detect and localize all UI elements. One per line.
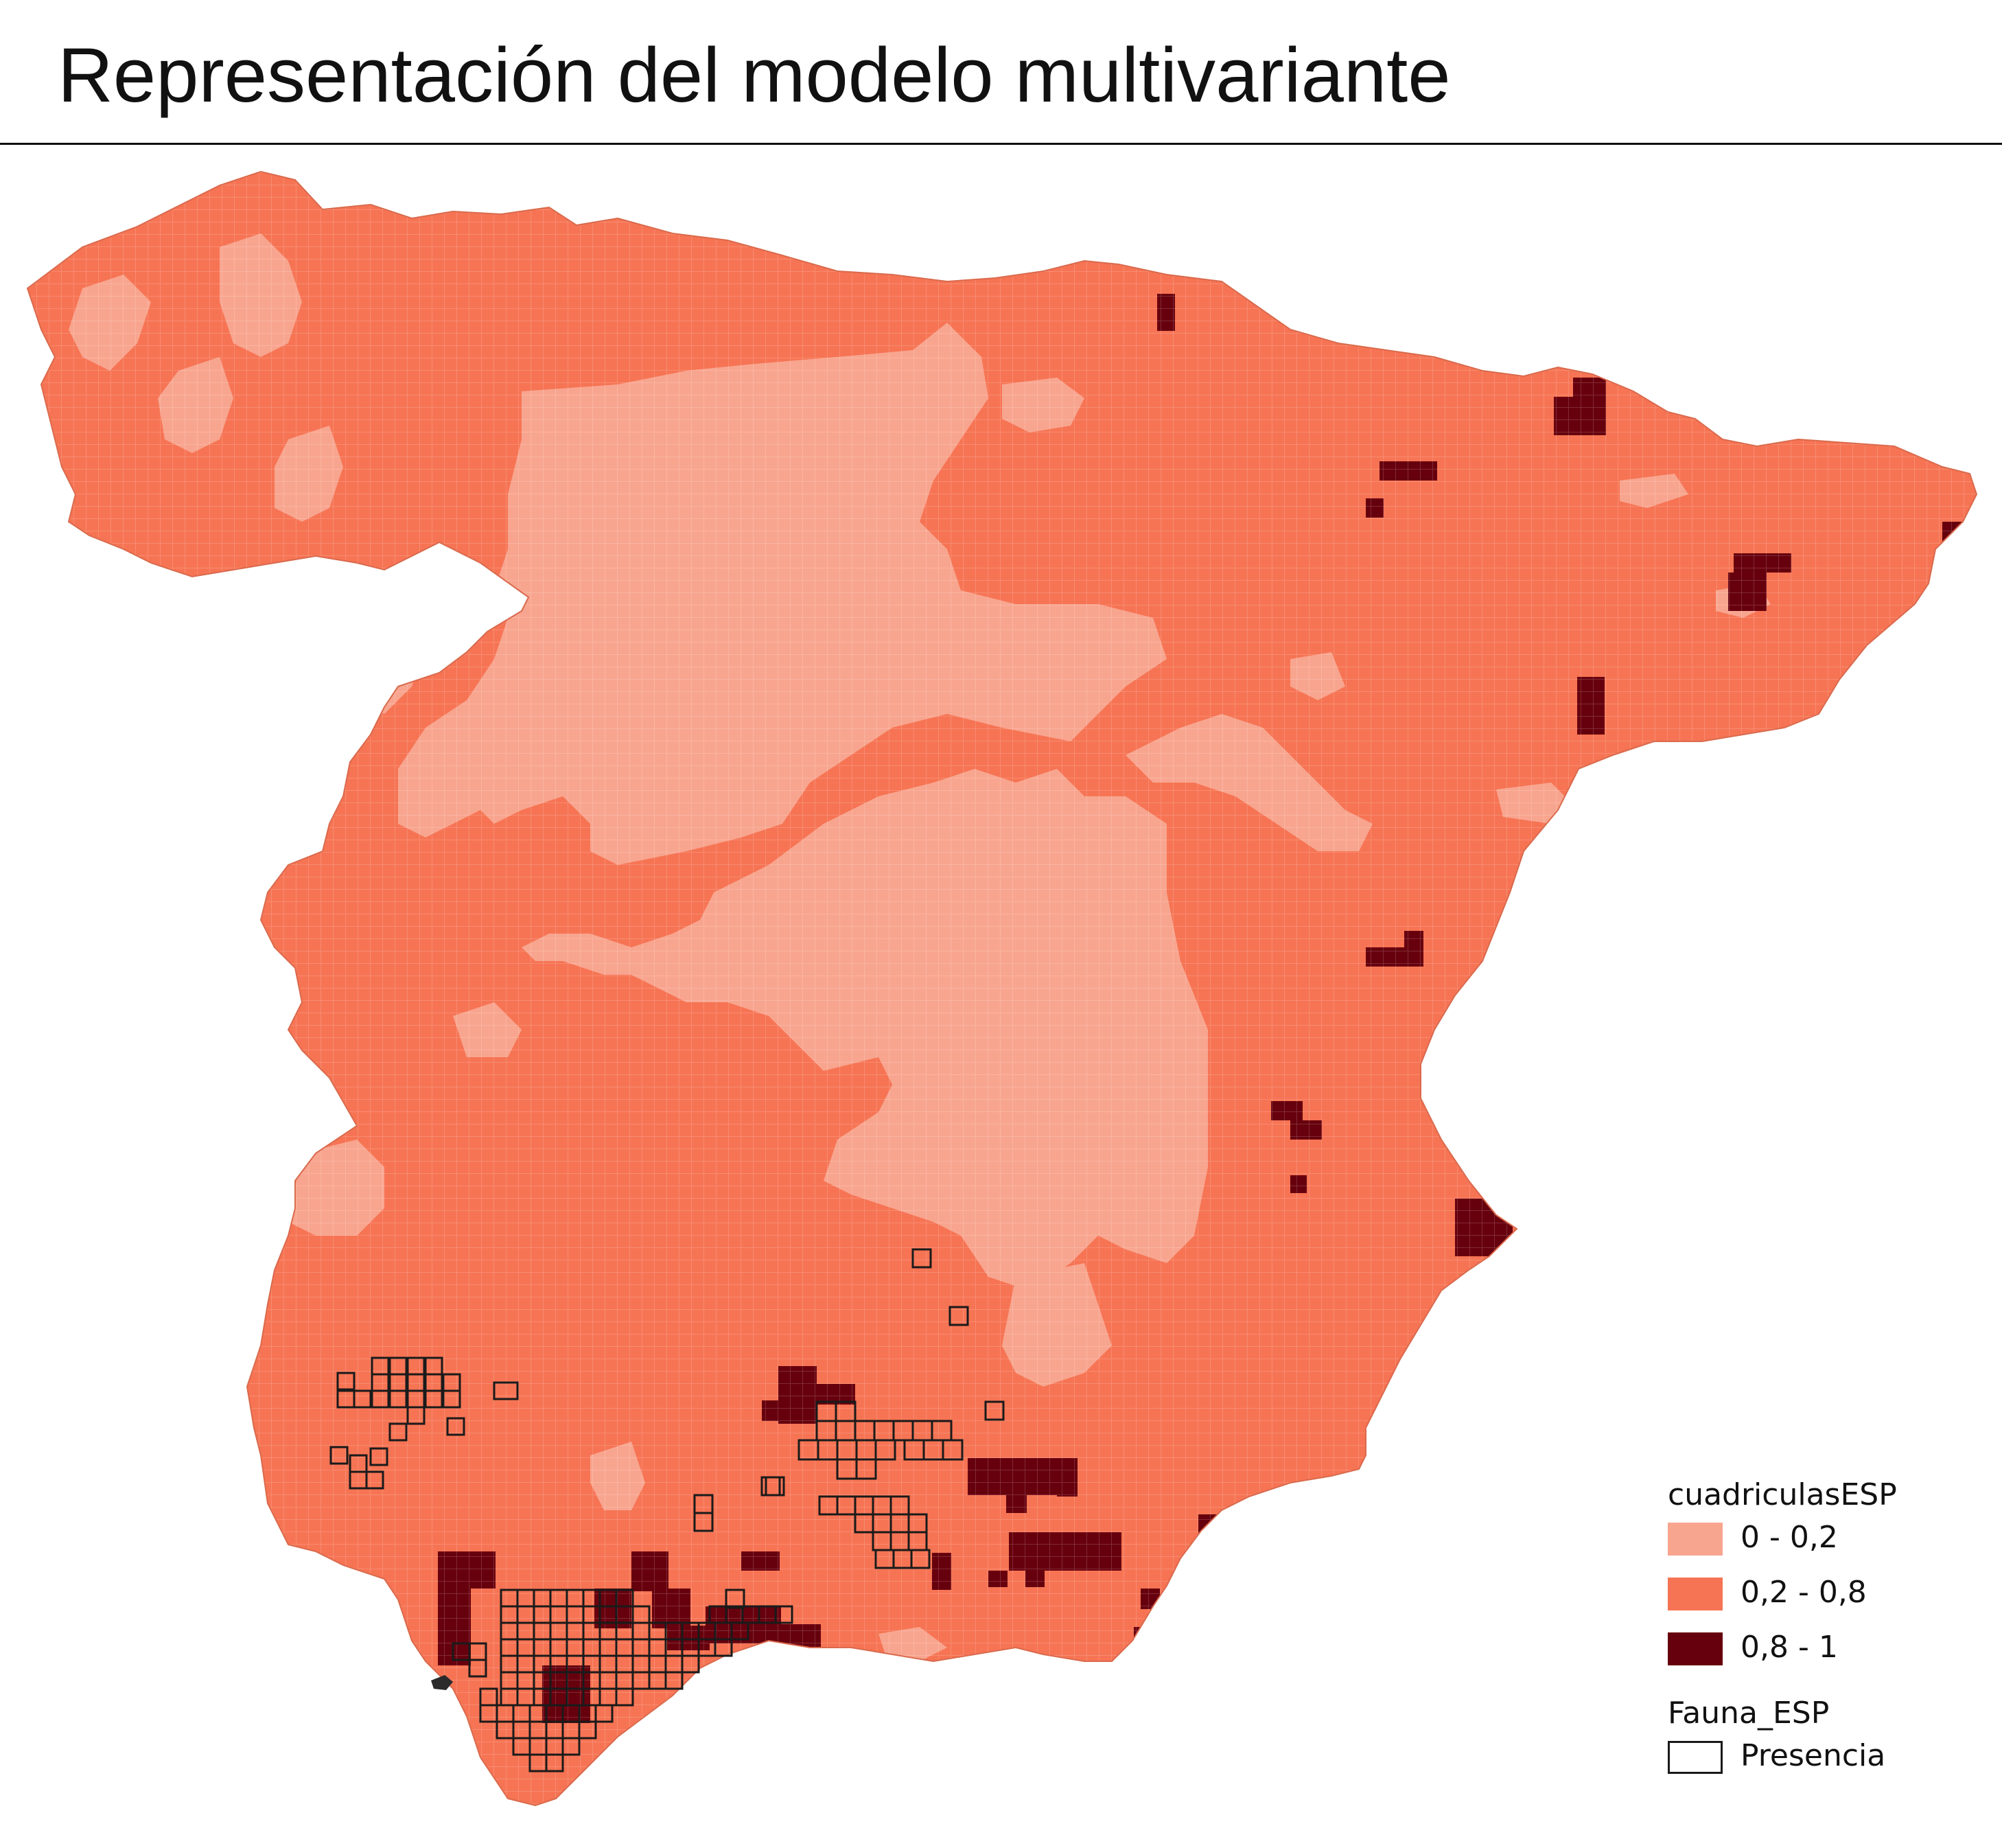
map-title: Representación del modelo multivariante	[58, 32, 1451, 118]
legend-layer1-title: cuadriculasESP	[1668, 1477, 1897, 1512]
legend-label-low: 0 - 0,2	[1741, 1520, 1838, 1555]
legend-swatch-mid	[1668, 1578, 1723, 1610]
legend-label-high: 0,8 - 1	[1741, 1630, 1838, 1665]
map-legend: cuadriculasESP 0 - 0,2 0,2 - 0,8 0,8 - 1…	[1668, 1476, 1956, 1788]
legend-item-high: 0,8 - 1	[1668, 1624, 1956, 1679]
legend-item-low: 0 - 0,2	[1668, 1514, 1956, 1569]
gibraltar-mark	[431, 1675, 453, 1690]
presence-cells	[329, 1248, 1005, 1772]
spain-model-map	[26, 170, 1978, 1807]
legend-swatch-high	[1668, 1632, 1723, 1665]
legend-label-mid: 0,2 - 0,8	[1741, 1575, 1867, 1610]
title-underline	[0, 143, 2002, 145]
legend-swatch-presence	[1668, 1741, 1723, 1774]
legend-layer2-title: Fauna_ESP	[1668, 1696, 1830, 1731]
legend-item-mid: 0,2 - 0,8	[1668, 1569, 1956, 1624]
coastline	[26, 170, 1978, 1807]
legend-item-presence: Presencia	[1668, 1733, 1956, 1788]
legend-label-presence: Presencia	[1741, 1738, 1886, 1773]
legend-swatch-low	[1668, 1523, 1723, 1556]
